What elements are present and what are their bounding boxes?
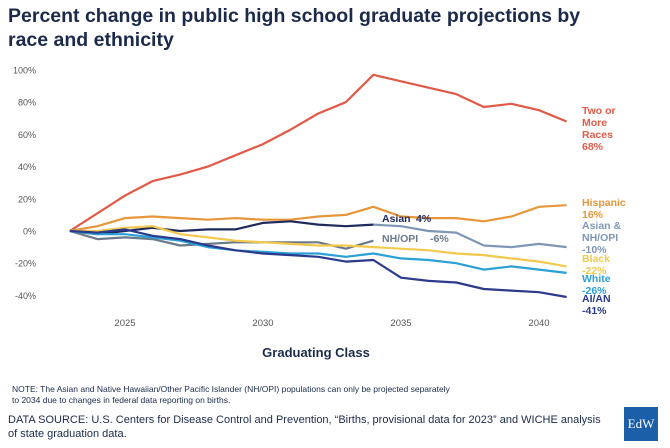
series-label: Black -22% xyxy=(582,253,632,277)
y-tick-label: 20% xyxy=(18,194,36,204)
legend-entry: Two or More Races xyxy=(582,105,616,141)
series-line xyxy=(69,220,374,236)
logo: EdW xyxy=(624,407,658,441)
note: NOTE: The Asian and Native Hawaiian/Othe… xyxy=(12,384,450,405)
x-tick-label: 2025 xyxy=(114,318,135,329)
y-tick-label: 0% xyxy=(23,227,36,237)
y-tick-label: 100% xyxy=(13,66,36,76)
series-label: Hispanic 16% xyxy=(582,197,632,221)
series-label: White -26% xyxy=(582,273,632,297)
legend-entry: Asian xyxy=(382,213,411,225)
series-line xyxy=(69,229,567,274)
series-line xyxy=(69,229,374,250)
x-tick-label: 2035 xyxy=(390,318,411,329)
y-tick-label: -40% xyxy=(15,291,36,301)
y-tick-label: 60% xyxy=(18,130,36,140)
y-tick-label: 40% xyxy=(18,162,36,172)
data-label: -41% xyxy=(582,305,607,317)
series-label: AI/AN -41% xyxy=(582,293,632,317)
series-label: Asian & NH/OPI -10% xyxy=(582,220,632,256)
series-label: Two or More Races 68% xyxy=(582,105,632,153)
x-tick-label: 2030 xyxy=(252,318,273,329)
x-axis-label: Graduating Class xyxy=(262,345,370,360)
series-line xyxy=(69,225,567,268)
series-line xyxy=(373,223,567,249)
y-tick-label: 80% xyxy=(18,98,36,108)
data-label: -26% xyxy=(582,285,607,297)
source: DATA SOURCE: U.S. Centers for Disease Co… xyxy=(8,414,601,440)
legend-entry: Asian & NH/OPI xyxy=(582,220,622,244)
data-label: 4% xyxy=(416,213,432,225)
legend-entry: NH/OPI xyxy=(382,233,419,245)
series-line xyxy=(69,228,567,299)
data-label: -22% xyxy=(582,265,607,277)
legend-entry: Hispanic xyxy=(582,197,626,209)
legend-entry: White xyxy=(582,273,611,285)
data-label: 16% xyxy=(582,209,604,221)
data-label: -10% xyxy=(582,244,607,256)
data-label: -6% xyxy=(430,233,449,245)
series-line xyxy=(69,73,568,232)
x-tick-label: 2040 xyxy=(528,318,549,329)
series-line xyxy=(69,204,567,233)
data-label: 68% xyxy=(582,141,604,153)
chart-title: Percent change in public high school gra… xyxy=(8,5,581,51)
legend-entry: AI/AN xyxy=(582,293,611,305)
legend-entry: Black xyxy=(582,253,611,265)
y-tick-label: -20% xyxy=(15,259,36,269)
